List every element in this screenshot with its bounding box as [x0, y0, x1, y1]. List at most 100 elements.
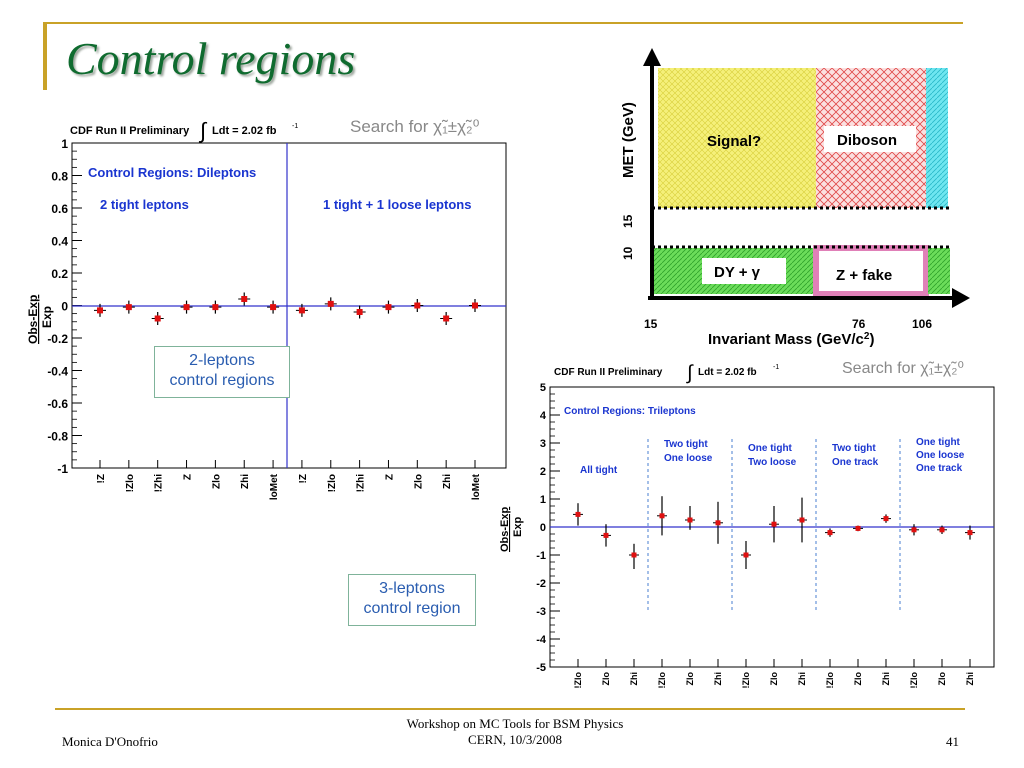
chart2-group-label: Two loose [748, 457, 797, 468]
chart1-ytick-label: 0 [61, 300, 68, 314]
chart1-point [327, 300, 334, 307]
diagram-signal-label: Signal? [707, 133, 761, 150]
chart1-xtick-label: !Zhi [154, 474, 165, 493]
chart1-ytick-label: 1 [61, 137, 68, 151]
frame-left-bar [43, 22, 47, 90]
footer-page-number: 41 [946, 734, 959, 749]
chart2-xtick-label: Zlo [685, 672, 695, 686]
chart1-point [298, 307, 305, 314]
chart1-xtick-label: Z [183, 474, 194, 480]
chart1-annotation-right: 1 tight + 1 loose leptons [323, 197, 471, 212]
chart2-group-label: One track [916, 463, 963, 474]
chart2-point [771, 521, 777, 527]
chart1-xtick-label: !Z [96, 474, 107, 483]
chart1-ytick-label: -0.6 [47, 397, 68, 411]
chart1-header-search: Search for χ̃₁±χ̃₂⁰ [350, 117, 480, 136]
footer-author: Monica D'Onofrio [62, 734, 158, 749]
region-signal-fill [658, 68, 816, 208]
chart1-ytick-label: 0.8 [51, 170, 68, 184]
chart2-xtick-label: Zhi [629, 672, 639, 686]
chart2-point [687, 517, 693, 523]
chart1-annotation-title: Control Regions: Dileptons [88, 165, 256, 180]
chart1-point [183, 304, 190, 311]
diagram-xtick-15: 15 [644, 317, 658, 331]
diagram-y-arrow [643, 48, 661, 66]
chart1-xtick-label: Z [384, 474, 395, 480]
chart1-ylabel-bottom: Exp [40, 306, 54, 328]
chart2-ytick-label: 2 [540, 466, 546, 478]
chart2-ylabel-top: Obs-Exp [499, 506, 511, 552]
region-right-green [928, 248, 950, 294]
diagram-ytick-10: 10 [621, 246, 635, 260]
chart2-ytick-label: -3 [536, 606, 546, 618]
chart2-point [967, 530, 973, 536]
chart1-xtick-label: Zhi [442, 474, 453, 489]
label-2leptons-box: 2-leptons control regions [154, 346, 290, 398]
footer-workshop: Workshop on MC Tools for BSM Physics [406, 716, 624, 731]
chart1-xtick-label: loMet [471, 473, 482, 500]
chart2-ytick-label: 5 [540, 382, 546, 394]
chart1-header-integral: ∫ [198, 118, 208, 143]
chart2-xtick-label: !Zlo [909, 672, 919, 689]
chart2-group-label: Two tight [832, 443, 876, 454]
chart2-xtick-label: Zlo [601, 672, 611, 686]
chart2-header-integral: ∫ [686, 362, 694, 384]
chart1-point [356, 309, 363, 315]
chart1-ytick-label: -0.4 [47, 365, 68, 379]
chart1-point [154, 315, 161, 322]
chart2-point [743, 552, 749, 558]
chart2-xtick-label: !Zlo [741, 672, 751, 689]
diagram-dy-box [702, 258, 786, 284]
chart1-ytick-label: -0.2 [47, 332, 68, 346]
chart2-group-label: One tight [748, 443, 793, 454]
chart2-point [911, 527, 917, 533]
chart2-point [939, 527, 945, 533]
chart1-header-lumi-exp: -1 [292, 123, 298, 130]
diagram-dy-label: DY + γ [714, 264, 761, 281]
chart1-ytick-label: -1 [57, 462, 68, 476]
frame-bottom-line [55, 708, 965, 710]
chart2-point [715, 520, 721, 526]
chart1-ytick-label: 0.6 [51, 202, 68, 216]
chart1-xtick-label: !Zhi [356, 474, 367, 493]
region-diagram: Signal? Diboson DY + γ Z + fake MET (GeV… [620, 48, 970, 349]
diagram-xtick-76: 76 [852, 317, 866, 331]
chart2-header-lumi: Ldt = 2.02 fb [698, 367, 757, 378]
chart1-point [97, 307, 103, 314]
chart2-group-label: Two tight [664, 439, 708, 450]
chart2-group-label: One loose [916, 450, 965, 461]
chart2-xtick-label: !Zlo [573, 672, 583, 689]
chart2-group-label: One loose [664, 453, 713, 464]
footer-date: CERN, 10/3/2008 [468, 732, 562, 747]
chart2-point [883, 516, 889, 522]
chart2-xtick-label: Zhi [965, 672, 975, 686]
chart2-group-label: One tight [916, 437, 961, 448]
diagram-zfake-label: Z + fake [836, 267, 892, 284]
chart2-xtick-label: Zhi [713, 672, 723, 686]
chart2-xtick-label: Zlo [769, 672, 779, 686]
chart2-header-search: Search for χ̃₁±χ̃₂⁰ [842, 360, 964, 377]
chart1-annotation-left: 2 tight leptons [100, 197, 189, 212]
chart2-point [575, 511, 581, 517]
diagram-x-arrow [952, 288, 970, 308]
chart1-point [472, 302, 478, 309]
label-3leptons-box: 3-leptons control region [348, 574, 476, 626]
label-3leptons-line2: control region [363, 600, 461, 617]
chart1-xtick-label: Zlo [211, 474, 222, 489]
chart2-xtick-label: !Zlo [825, 672, 835, 689]
chart1-xtick-label: !Zlo [327, 474, 338, 492]
chart2-xtick-label: !Zlo [657, 672, 667, 689]
chart2-xtick-label: Zhi [797, 672, 807, 686]
diagram-xlabel: Invariant Mass (GeV/c2) [708, 331, 874, 349]
diagram-xtick-106: 106 [912, 317, 932, 331]
chart2-ytick-label: 1 [540, 494, 546, 506]
chart1-point [443, 315, 450, 322]
chart1-xtick-label: !Z [298, 474, 309, 483]
slide-title: Control regions [66, 33, 356, 84]
chart2-group-label: One track [832, 457, 879, 468]
chart1-point [385, 304, 392, 311]
region-cyan-fill [926, 68, 948, 208]
chart2-xtick-label: Zlo [937, 672, 947, 686]
chart2-ytick-label: -1 [536, 550, 546, 562]
chart1-ytick-label: 0.4 [51, 235, 68, 249]
